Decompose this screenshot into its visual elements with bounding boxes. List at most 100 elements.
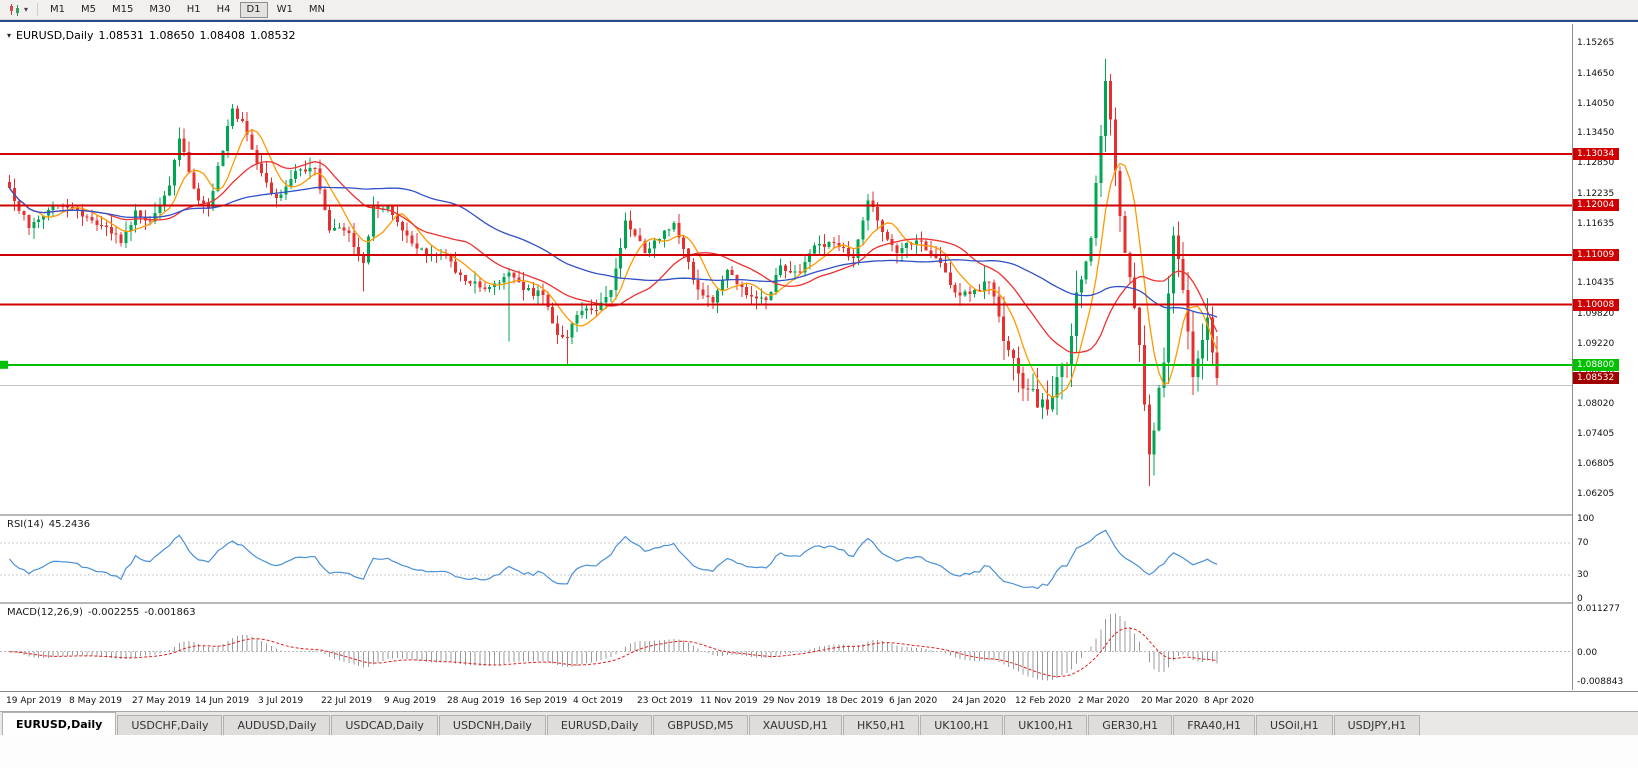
date-label: 20 Mar 2020: [1141, 696, 1199, 706]
price-tick: 1.09220: [1577, 339, 1615, 349]
rsi-header: RSI(14) 45.2436: [7, 519, 90, 530]
price-tick: 1.13450: [1577, 128, 1615, 138]
rsi-canvas[interactable]: [0, 516, 1572, 602]
macd-tick: 0.011277: [1577, 604, 1620, 614]
price-level-tag-1.13034: 1.13034: [1573, 148, 1619, 160]
chart-tab-HK50-H1[interactable]: HK50,H1: [842, 715, 920, 735]
chart-tab-GBPUSD-M5[interactable]: GBPUSD,M5: [653, 715, 748, 735]
macd-canvas[interactable]: [0, 604, 1572, 690]
timeframe-button-D1[interactable]: D1: [239, 1, 268, 18]
chart-tab-USDCHF-Daily[interactable]: USDCHF,Daily: [117, 715, 223, 735]
date-label: 19 Apr 2019: [6, 696, 62, 706]
pane-splitter-rsi[interactable]: [0, 514, 1638, 516]
chart-tab-USDJPY-H1[interactable]: USDJPY,H1: [1333, 715, 1421, 735]
date-label: 8 Apr 2020: [1204, 696, 1254, 706]
chart-tab-FRA40-H1[interactable]: FRA40,H1: [1173, 715, 1256, 735]
date-label: 12 Feb 2020: [1015, 696, 1072, 706]
timeframe-button-H4[interactable]: H4: [216, 4, 231, 15]
macd-tick: -0.008843: [1577, 677, 1624, 687]
rsi-value: 45.2436: [48, 519, 91, 530]
timeframe-button-MN[interactable]: MN: [308, 4, 325, 15]
symbol-dropdown-icon: ▾: [7, 31, 12, 40]
date-label: 14 Jun 2019: [195, 696, 250, 706]
chart-tab-EURUSD-Daily[interactable]: EURUSD,Daily: [546, 715, 653, 735]
date-label: 24 Jan 2020: [952, 696, 1006, 706]
date-label: 9 Aug 2019: [384, 696, 436, 706]
date-label: 23 Oct 2019: [637, 696, 693, 706]
price-tick: 1.06205: [1577, 489, 1615, 499]
price-tick: 1.06805: [1577, 459, 1615, 469]
ohlc-low: 1.08408: [199, 29, 246, 42]
chart-tabs-bar: EURUSD,Daily USDCHF,Daily AUDUSD,Daily USDC…: [0, 711, 1638, 735]
macd-value-main: -0.002255: [87, 607, 140, 618]
timeframe-button-M5[interactable]: M5: [81, 4, 97, 15]
chart-tab-UK100-H1[interactable]: UK100,H1: [1004, 715, 1088, 735]
time-axis[interactable]: 19 Apr 2019 8 May 2019 27 May 2019 14 Jun 2…: [0, 691, 1638, 711]
chart-tab-AUDUSD-Daily[interactable]: AUDUSD,Daily: [223, 715, 331, 735]
date-label: 18 Dec 2019: [826, 696, 884, 706]
date-label: 28 Aug 2019: [447, 696, 505, 706]
support-level-tag: 1.08800: [1573, 359, 1619, 371]
chart-tab-UK100-H1[interactable]: UK100,H1: [920, 715, 1004, 735]
timeframe-button-M30[interactable]: M30: [149, 4, 171, 15]
rsi-tick: 30: [1577, 570, 1589, 580]
price-level-tag-1.10008: 1.10008: [1573, 299, 1619, 311]
rsi-tick: 100: [1577, 514, 1595, 524]
chart-tab-USDCNH-Daily[interactable]: USDCNH,Daily: [438, 715, 546, 735]
pane-splitter-macd[interactable]: [0, 602, 1638, 604]
date-label: 3 Jul 2019: [258, 696, 304, 706]
chart-tab-GER30-H1[interactable]: GER30,H1: [1088, 715, 1173, 735]
chevron-down-icon: ▾: [24, 4, 29, 14]
date-label: 29 Nov 2019: [763, 696, 821, 706]
date-label: 27 May 2019: [132, 696, 191, 706]
date-label: 11 Nov 2019: [700, 696, 758, 706]
price-tick: 1.11635: [1577, 219, 1615, 229]
price-axis[interactable]: 1.15265 1.14650 1.14050 1.13450 1.12850 1.122…: [1572, 24, 1638, 690]
price-tick: 1.14650: [1577, 69, 1615, 79]
price-tick: 1.12235: [1577, 189, 1615, 199]
timeframe-button-W1[interactable]: W1: [276, 4, 293, 15]
date-label: 2 Mar 2020: [1078, 696, 1130, 706]
timeframe-toolbar: M1 M5 M15 M30 H1 H4 D1 W1 MN: [43, 1, 332, 18]
toolbar-separator: [37, 3, 39, 16]
price-tick: 1.15265: [1577, 38, 1615, 48]
macd-tick: 0.00: [1577, 648, 1598, 658]
ohlc-close: 1.08532: [250, 29, 296, 42]
price-tick: 1.12850: [1577, 158, 1615, 168]
price-chart-canvas[interactable]: [0, 24, 1572, 514]
date-label: 22 Jul 2019: [321, 696, 372, 706]
rsi-pane: RSI(14) 45.2436: [0, 516, 1572, 602]
candlestick-chart-icon: [10, 3, 19, 16]
price-tick: 1.10435: [1577, 278, 1615, 288]
timeframe-button-M1[interactable]: M1: [50, 4, 66, 15]
chart-tab-USDCAD-Daily[interactable]: USDCAD,Daily: [331, 715, 438, 735]
current-price-tag: 1.08532: [1573, 372, 1619, 384]
chart-window: ▾ EURUSD,Daily 1.08531 1.08650 1.08408 1…: [0, 20, 1638, 768]
rsi-line: [9, 529, 1218, 590]
chart-title: ▾ EURUSD,Daily 1.08531 1.08650 1.08408 1…: [7, 29, 296, 42]
macd-header: MACD(12,26,9) -0.002255 -0.001863: [7, 607, 196, 618]
chart-tab-EURUSD-Daily[interactable]: EURUSD,Daily: [2, 712, 117, 735]
ma-slow-line: [8, 186, 1218, 318]
chart-tab-USOil-H1[interactable]: USOil,H1: [1256, 715, 1333, 735]
chart-type-button[interactable]: ▾: [4, 1, 32, 18]
timeframe-button-H1[interactable]: H1: [186, 4, 201, 15]
chart-tab-XAUUSD-H1[interactable]: XAUUSD,H1: [748, 715, 842, 735]
top-toolbar: ▾ M1 M5 M15 M30 H1 H4 D1 W1 MN: [0, 0, 1638, 20]
macd-value-signal: -0.001863: [144, 607, 196, 618]
macd-label: MACD(12,26,9): [7, 607, 83, 618]
macd-pane: MACD(12,26,9) -0.002255 -0.001863: [0, 604, 1572, 690]
price-pane: ▾ EURUSD,Daily 1.08531 1.08650 1.08408 1…: [0, 24, 1572, 514]
price-tick: 1.08020: [1577, 399, 1615, 409]
timeframe-button-M15[interactable]: M15: [112, 4, 134, 15]
ohlc-open: 1.08531: [98, 29, 145, 42]
support-line-left-handle[interactable]: [0, 360, 8, 369]
rsi-tick: 70: [1577, 538, 1589, 548]
rsi-label: RSI(14): [7, 519, 44, 530]
rsi-tick: 0: [1577, 594, 1583, 604]
status-strip: [0, 735, 1638, 768]
price-tick: 1.14050: [1577, 99, 1615, 109]
price-level-tag-1.12004: 1.12004: [1573, 199, 1619, 211]
macd-signal-line: [9, 627, 1218, 678]
